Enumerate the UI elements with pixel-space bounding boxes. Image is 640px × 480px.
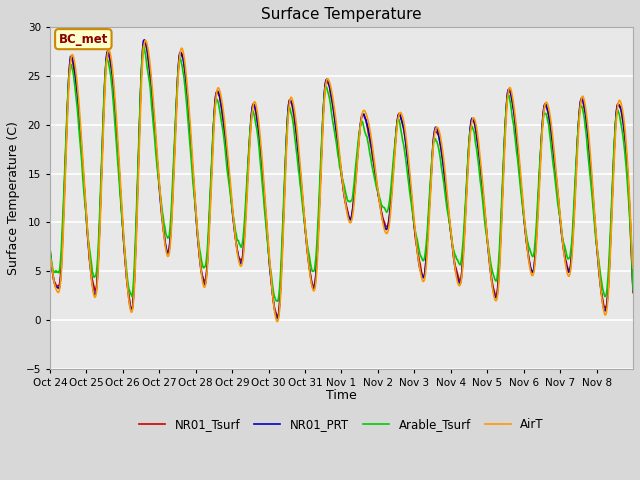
AirT (142, 37, 150, 43)
Y-axis label: Surface Temperature (C): Surface Temperature (C) (7, 121, 20, 275)
AirT (403, 144, 411, 150)
Arable_Tsurf (629, 288, 637, 293)
Line: NR01_Tsurf: NR01_Tsurf (50, 41, 633, 317)
Arable_Tsurf (46, 244, 54, 250)
AirT (223, 135, 230, 141)
NR01_PRT (274, 316, 282, 322)
AirT (436, 132, 444, 137)
NR01_Tsurf (140, 38, 148, 44)
Arable_Tsurf (403, 169, 411, 175)
Line: AirT: AirT (50, 40, 633, 322)
NR01_Tsurf (403, 152, 411, 158)
Arable_Tsurf (115, 169, 122, 175)
AirT (252, 99, 259, 105)
Arable_Tsurf (436, 153, 444, 159)
Title: Surface Temperature: Surface Temperature (261, 7, 422, 22)
Text: BC_met: BC_met (59, 33, 108, 46)
X-axis label: Time: Time (326, 389, 357, 402)
AirT (115, 145, 122, 151)
Line: Arable_Tsurf: Arable_Tsurf (50, 46, 633, 301)
NR01_Tsurf (436, 140, 444, 145)
Arable_Tsurf (223, 158, 230, 164)
Arable_Tsurf (252, 118, 259, 123)
NR01_Tsurf (223, 145, 230, 151)
Arable_Tsurf (273, 298, 281, 303)
AirT (629, 265, 637, 271)
NR01_PRT (223, 144, 230, 149)
AirT (46, 255, 54, 261)
NR01_Tsurf (252, 107, 259, 112)
NR01_Tsurf (629, 290, 637, 296)
NR01_PRT (436, 139, 444, 145)
NR01_PRT (629, 288, 637, 293)
Arable_Tsurf (274, 298, 282, 304)
AirT (273, 319, 281, 324)
NR01_Tsurf (115, 154, 122, 160)
Line: NR01_PRT: NR01_PRT (50, 40, 633, 319)
NR01_Tsurf (274, 314, 282, 320)
NR01_PRT (252, 104, 259, 110)
NR01_PRT (140, 37, 148, 43)
AirT (274, 318, 282, 324)
NR01_Tsurf (46, 244, 54, 250)
NR01_PRT (403, 153, 411, 158)
Legend: NR01_Tsurf, NR01_PRT, Arable_Tsurf, AirT: NR01_Tsurf, NR01_PRT, Arable_Tsurf, AirT (134, 414, 548, 436)
NR01_PRT (273, 315, 281, 321)
NR01_PRT (115, 155, 122, 161)
NR01_Tsurf (273, 313, 281, 319)
NR01_PRT (46, 247, 54, 253)
Arable_Tsurf (140, 43, 147, 49)
